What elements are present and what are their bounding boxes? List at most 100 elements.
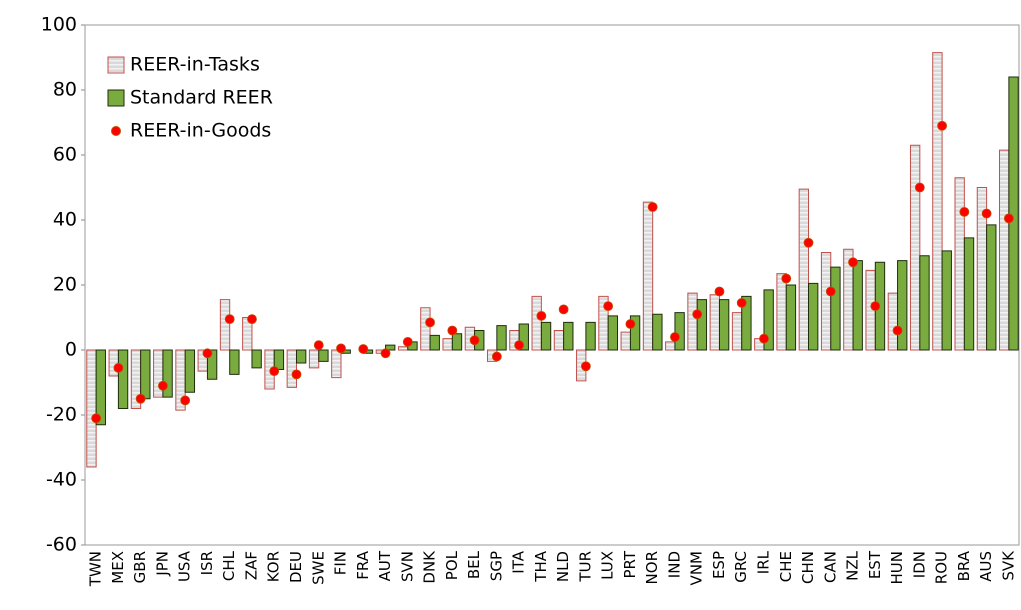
x-tick-label: CHE — [777, 551, 795, 582]
bar — [540, 321, 552, 351]
legend-swatch — [107, 89, 125, 107]
x-tick-label: DEU — [287, 551, 305, 583]
bar — [709, 294, 720, 351]
bar — [242, 317, 253, 351]
x-tick-label: NZL — [844, 550, 862, 580]
dot — [291, 369, 302, 380]
x-tick-label: SVK — [999, 550, 1017, 581]
dot — [670, 332, 680, 342]
legend-label: Standard REER — [130, 87, 273, 109]
dot — [358, 344, 369, 354]
x-tick-label: IDN — [910, 551, 928, 578]
bar — [909, 144, 921, 351]
x-tick-label: PRT — [621, 550, 639, 578]
dot — [558, 304, 569, 315]
y-tick-label: -60 — [46, 534, 77, 556]
dot — [336, 343, 346, 354]
bar — [763, 289, 774, 351]
x-tick-label: AUT — [376, 550, 394, 581]
dot — [425, 317, 435, 328]
bar — [665, 341, 676, 351]
x-tick-label: ESP — [710, 551, 728, 579]
x-tick-label: CHL — [220, 550, 238, 581]
dot — [736, 297, 747, 308]
bar — [295, 349, 307, 364]
x-tick-label: FRA — [354, 550, 372, 579]
legend-label: REER-in-Goods — [130, 120, 271, 142]
bar — [397, 346, 409, 351]
bar — [798, 188, 810, 351]
bar — [585, 321, 596, 351]
dot — [514, 340, 525, 351]
bar — [731, 312, 743, 351]
dot — [914, 182, 925, 193]
bar — [986, 224, 997, 351]
x-tick-label: FIN — [332, 551, 350, 575]
dot — [180, 395, 191, 406]
y-tick-label: 80 — [53, 79, 77, 101]
dot — [848, 257, 858, 268]
x-tick-label: BEL — [465, 550, 483, 579]
y-tick-label: 100 — [41, 14, 77, 36]
x-tick-label: TWN — [87, 551, 105, 587]
x-tick-label: KOR — [265, 551, 283, 582]
bar — [420, 307, 431, 351]
bar — [219, 299, 231, 351]
bar — [117, 349, 129, 409]
x-tick-label: BRA — [955, 550, 973, 581]
bar — [318, 349, 329, 362]
dot — [1003, 213, 1014, 224]
dot — [202, 348, 213, 359]
bar — [86, 349, 97, 468]
bar — [741, 295, 752, 351]
y-tick-label: 40 — [53, 209, 77, 231]
bar — [785, 284, 797, 351]
x-tick-label: EST — [866, 550, 884, 579]
bar — [674, 312, 685, 351]
bar — [776, 273, 787, 351]
bar — [696, 299, 708, 351]
bar — [206, 349, 218, 380]
y-tick-label: -20 — [46, 404, 77, 426]
bar — [652, 313, 663, 351]
dot — [692, 309, 703, 320]
x-tick-label: IRL — [754, 550, 772, 574]
bar — [687, 292, 698, 351]
dot — [981, 208, 992, 219]
dot — [625, 319, 636, 329]
legend-swatch — [111, 126, 121, 136]
dot — [91, 413, 102, 424]
bar — [286, 349, 297, 388]
y-tick-label: 60 — [53, 144, 77, 166]
bar — [442, 338, 453, 351]
plot-frame — [84, 24, 1020, 546]
bar — [496, 325, 507, 351]
x-tick-label: NLD — [554, 551, 572, 582]
x-tick-label: CAN — [821, 551, 839, 583]
bar — [887, 292, 899, 351]
dot — [603, 301, 614, 312]
dot — [402, 336, 413, 347]
dot — [158, 380, 168, 391]
x-tick-label: ITA — [510, 550, 528, 573]
bar — [607, 315, 619, 351]
x-tick-label: VNM — [688, 551, 706, 585]
dot — [491, 351, 502, 362]
bar — [963, 237, 975, 351]
y-tick-label: 20 — [53, 274, 77, 296]
bar — [642, 201, 654, 351]
x-tick-label: GRC — [732, 551, 750, 583]
bar — [429, 334, 440, 351]
bar — [162, 349, 173, 398]
x-tick-label: AUS — [977, 551, 995, 582]
bar — [1008, 76, 1019, 351]
x-tick-label: LUX — [599, 551, 617, 580]
legend-label: REER-in-Tasks — [130, 54, 260, 76]
bar — [629, 315, 641, 351]
x-tick-label: CHN — [799, 551, 817, 584]
dot — [892, 325, 903, 336]
dot — [247, 314, 257, 325]
dot — [447, 325, 458, 336]
dot — [224, 314, 235, 325]
dot — [781, 273, 792, 284]
